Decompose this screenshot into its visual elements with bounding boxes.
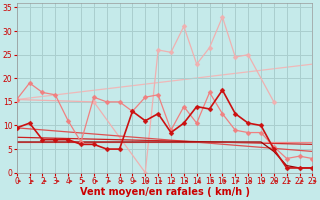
X-axis label: Vent moyen/en rafales ( km/h ): Vent moyen/en rafales ( km/h ) [80, 187, 250, 197]
